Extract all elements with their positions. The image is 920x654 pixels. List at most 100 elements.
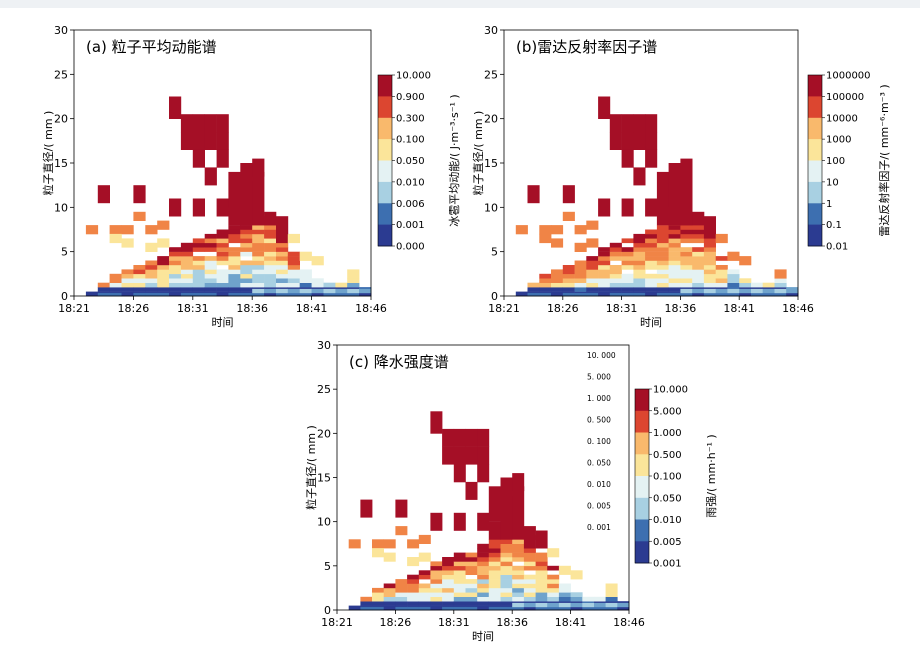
heatmap-cell bbox=[645, 198, 658, 217]
heatmap-cell bbox=[430, 606, 443, 611]
heatmap-cell bbox=[645, 278, 658, 283]
heatmap-cell bbox=[121, 269, 134, 275]
heatmap-cell bbox=[633, 278, 646, 283]
heatmap-cell bbox=[500, 543, 513, 549]
heatmap-cell bbox=[523, 574, 536, 580]
heatmap-cell bbox=[430, 411, 443, 434]
heatmap-cell bbox=[465, 446, 478, 465]
heatmap-cell bbox=[228, 278, 241, 283]
heatmap-cell bbox=[586, 220, 599, 230]
heatmap-cell bbox=[774, 278, 787, 283]
colorbar: 10.000 0.900 0.300 0.100 0.050 0.010 0.006 0.00… bbox=[377, 71, 461, 253]
heatmap-cell bbox=[97, 282, 110, 288]
heatmap-cell bbox=[512, 583, 525, 589]
heatmap-cell bbox=[598, 256, 611, 261]
heatmap-cell bbox=[465, 570, 478, 575]
heatmap-cell bbox=[252, 278, 265, 283]
heatmap-cell bbox=[240, 278, 253, 283]
heatmap-cell bbox=[488, 601, 501, 606]
heatmap-cell bbox=[442, 557, 455, 562]
heatmap-cell bbox=[551, 278, 564, 283]
colorbar-tick-label: 0.500 bbox=[653, 450, 682, 461]
heatmap-cell bbox=[228, 282, 241, 288]
heatmap-cell bbox=[383, 587, 396, 593]
heatmap-cell bbox=[157, 278, 170, 283]
heatmap-cell bbox=[145, 269, 158, 275]
heatmap-cell bbox=[500, 579, 513, 584]
heatmap-cell bbox=[121, 278, 134, 283]
heatmap-cell bbox=[276, 251, 289, 257]
heatmap-cell bbox=[633, 238, 646, 244]
heatmap-cell bbox=[594, 602, 606, 608]
heatmap-cell bbox=[523, 606, 536, 611]
heatmap-cell bbox=[192, 114, 205, 133]
heatmap-cell bbox=[453, 596, 466, 602]
y-tick-label: 10 bbox=[54, 201, 68, 214]
heatmap-cell bbox=[407, 587, 420, 593]
heatmap-cell bbox=[145, 292, 158, 297]
colorbar-tick-label: 0.005 bbox=[653, 537, 682, 548]
heatmap-cell bbox=[264, 265, 277, 270]
heatmap-cell bbox=[311, 278, 324, 283]
heatmap-cell bbox=[656, 225, 669, 230]
colorbar-tick-label: 1000000 bbox=[826, 71, 871, 82]
heatmap-cell bbox=[240, 238, 253, 244]
heatmap-cell bbox=[535, 579, 548, 584]
heatmap-cell bbox=[407, 601, 420, 606]
heatmap-cell bbox=[169, 273, 182, 279]
heatmap-cell bbox=[228, 229, 241, 235]
colorbar-segment bbox=[808, 139, 822, 161]
colorbar-tick-label: 10.000 bbox=[396, 71, 431, 82]
heatmap-cell bbox=[551, 225, 564, 235]
heatmap-cell bbox=[192, 242, 205, 248]
colorbar-tick-label: 0.01 bbox=[826, 242, 848, 253]
colorbar-tick-label: 0.900 bbox=[396, 92, 425, 103]
heatmap-cell bbox=[609, 247, 622, 252]
heatmap-cell bbox=[547, 606, 560, 611]
heatmap-cell bbox=[287, 292, 300, 297]
heatmap-cell bbox=[500, 606, 513, 611]
heatmap-cell bbox=[372, 587, 384, 593]
heatmap-cell bbox=[121, 273, 134, 279]
heatmap-cell bbox=[204, 273, 217, 279]
x-tick-label: 18:36 bbox=[496, 616, 528, 629]
inset-value: 5. 000 bbox=[587, 373, 611, 382]
heatmap-cell bbox=[668, 260, 681, 266]
heatmap-cell bbox=[500, 539, 513, 544]
heatmap-cell bbox=[523, 565, 536, 571]
y-tick-label: 15 bbox=[484, 157, 498, 170]
heatmap-cell bbox=[276, 273, 289, 279]
heatmap-cell bbox=[477, 570, 490, 575]
heatmap-cell bbox=[633, 282, 646, 288]
colorbar-segment bbox=[378, 75, 392, 97]
colorbar-tick-label: 0.050 bbox=[653, 493, 682, 504]
heatmap-cell bbox=[523, 583, 536, 589]
heatmap-cell bbox=[192, 273, 205, 279]
heatmap-cell bbox=[551, 282, 564, 288]
heatmap-cell bbox=[169, 251, 182, 257]
colorbar-segment bbox=[808, 160, 822, 183]
heatmap-cell bbox=[500, 565, 513, 571]
heatmap-cell bbox=[264, 242, 277, 248]
heatmap-cell bbox=[562, 211, 575, 221]
heatmap-cell bbox=[252, 247, 265, 252]
heatmap-cell bbox=[692, 225, 705, 230]
heatmap-cell bbox=[228, 256, 241, 261]
heatmap-cell bbox=[287, 260, 300, 266]
heatmap-cell bbox=[535, 606, 548, 611]
heatmap-cell bbox=[276, 278, 289, 283]
heatmap-cell bbox=[216, 114, 229, 133]
heatmap-cell bbox=[609, 282, 622, 288]
heatmap-cell bbox=[453, 574, 466, 580]
heatmap-cell bbox=[453, 552, 466, 558]
heatmap-cell bbox=[442, 596, 455, 602]
heatmap-cell bbox=[668, 269, 681, 275]
heatmap-cell bbox=[252, 238, 265, 244]
heatmap-cell bbox=[488, 596, 501, 602]
heatmap-cell bbox=[633, 167, 646, 186]
heatmap-cell bbox=[180, 273, 194, 279]
heatmap-cell bbox=[633, 132, 646, 150]
heatmap-cell bbox=[169, 247, 182, 252]
heatmap-cell bbox=[656, 282, 669, 288]
heatmap-cell bbox=[204, 265, 217, 270]
